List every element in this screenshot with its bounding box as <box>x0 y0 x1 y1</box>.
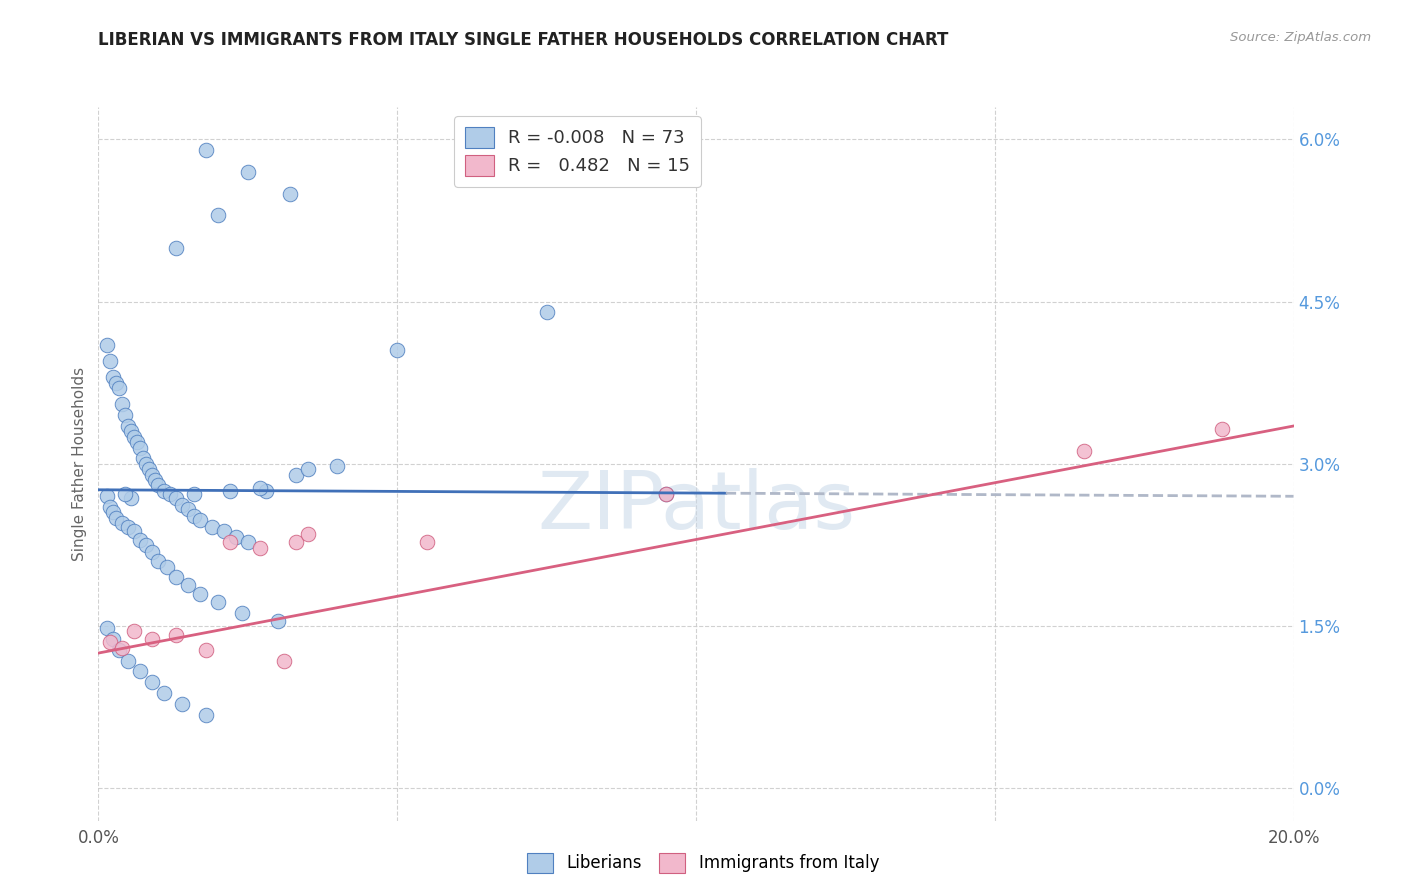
Point <box>100 635 122 649</box>
Point <box>129 441 152 455</box>
Point <box>103 506 125 520</box>
Point <box>120 491 142 506</box>
Point <box>416 534 439 549</box>
Point <box>111 516 134 531</box>
Point <box>120 425 142 439</box>
Point <box>267 614 290 628</box>
Point <box>273 654 295 668</box>
Point <box>108 642 131 657</box>
Point <box>195 642 218 657</box>
Point <box>132 451 155 466</box>
Legend: R = -0.008   N = 73, R =   0.482   N = 15: R = -0.008 N = 73, R = 0.482 N = 15 <box>454 116 702 186</box>
Point <box>141 467 163 482</box>
Point <box>100 500 122 514</box>
Point <box>117 419 139 434</box>
Point <box>284 534 307 549</box>
Point <box>96 489 118 503</box>
Point <box>148 554 170 568</box>
Point <box>105 511 128 525</box>
Point <box>159 487 181 501</box>
Point <box>188 513 211 527</box>
Point <box>195 143 218 157</box>
Point <box>129 533 152 547</box>
Point <box>96 338 118 352</box>
Point <box>207 208 229 222</box>
Text: Source: ZipAtlas.com: Source: ZipAtlas.com <box>1230 31 1371 45</box>
Point <box>236 534 259 549</box>
Point <box>188 586 211 600</box>
Point <box>156 559 179 574</box>
Point <box>225 530 247 544</box>
Point <box>1211 422 1233 436</box>
Point <box>165 241 187 255</box>
Point <box>141 632 163 646</box>
Point <box>249 541 271 556</box>
Point <box>236 165 259 179</box>
Point <box>297 462 319 476</box>
Point <box>284 467 307 482</box>
Point <box>127 435 149 450</box>
Point <box>111 640 134 655</box>
Point <box>117 519 139 533</box>
Point <box>100 354 122 368</box>
Point <box>183 508 205 523</box>
Point <box>135 457 157 471</box>
Point <box>124 524 146 538</box>
Point <box>536 305 558 319</box>
Point <box>165 628 187 642</box>
Point <box>114 408 136 422</box>
Point <box>655 487 678 501</box>
Point <box>111 397 134 411</box>
Y-axis label: Single Father Households: Single Father Households <box>72 367 87 561</box>
Point <box>138 462 160 476</box>
Point <box>212 524 235 538</box>
Point <box>165 570 187 584</box>
Point <box>655 487 678 501</box>
Point <box>114 487 136 501</box>
Point <box>326 458 349 473</box>
Point <box>153 483 176 498</box>
Point <box>385 343 409 358</box>
Legend: Liberians, Immigrants from Italy: Liberians, Immigrants from Italy <box>520 847 886 880</box>
Point <box>254 483 277 498</box>
Point <box>201 519 224 533</box>
Point <box>249 481 271 495</box>
Point <box>143 473 166 487</box>
Point <box>165 491 187 506</box>
Point <box>129 665 152 679</box>
Point <box>177 502 200 516</box>
Text: LIBERIAN VS IMMIGRANTS FROM ITALY SINGLE FATHER HOUSEHOLDS CORRELATION CHART: LIBERIAN VS IMMIGRANTS FROM ITALY SINGLE… <box>98 31 949 49</box>
Point <box>183 487 205 501</box>
Point <box>207 595 229 609</box>
Point <box>105 376 128 390</box>
Point <box>148 478 170 492</box>
Point <box>219 534 242 549</box>
Point <box>141 675 163 690</box>
Point <box>172 697 194 711</box>
Point <box>103 370 125 384</box>
Point <box>195 707 218 722</box>
Point <box>108 381 131 395</box>
Point <box>103 632 125 646</box>
Point <box>124 430 146 444</box>
Point <box>117 654 139 668</box>
Point <box>231 606 253 620</box>
Point <box>124 624 146 639</box>
Point <box>153 686 176 700</box>
Point <box>141 545 163 559</box>
Point <box>297 527 319 541</box>
Point <box>135 538 157 552</box>
Text: ZIPatlas: ZIPatlas <box>537 467 855 546</box>
Point <box>1073 443 1095 458</box>
Point <box>172 498 194 512</box>
Point <box>96 621 118 635</box>
Point <box>219 483 242 498</box>
Point <box>177 578 200 592</box>
Point <box>278 186 301 201</box>
